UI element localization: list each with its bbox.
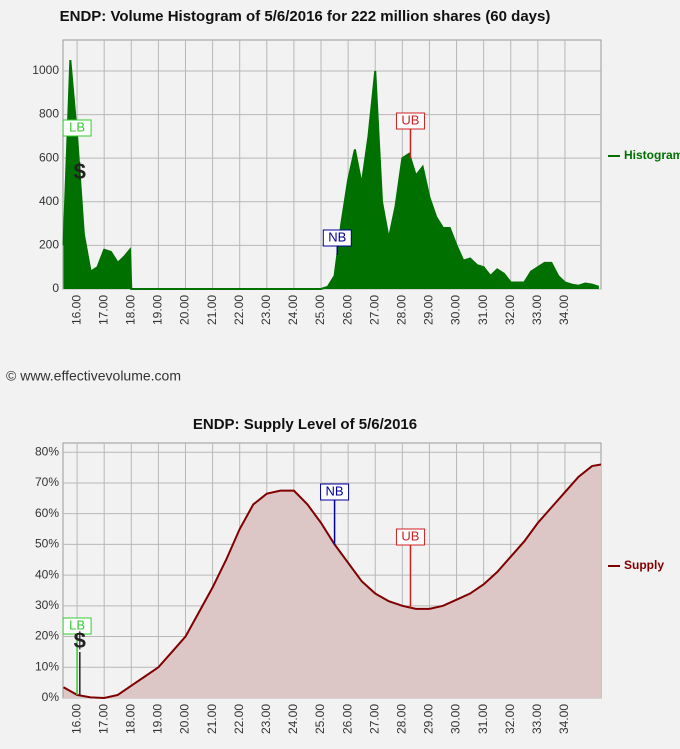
y-tick-label: 400 bbox=[39, 194, 59, 208]
marker-label: NB bbox=[328, 229, 346, 244]
series-line bbox=[63, 463, 602, 700]
x-tick-label: 22.00 bbox=[232, 295, 246, 325]
legend-label: Supply bbox=[624, 558, 664, 572]
x-tick-label: 31.00 bbox=[476, 295, 490, 325]
x-tick-label: 34.00 bbox=[557, 704, 571, 734]
y-tick-label: 600 bbox=[39, 150, 59, 164]
x-tick-label: 30.00 bbox=[449, 704, 463, 734]
copyright: © www.effectivevolume.com bbox=[6, 368, 181, 384]
x-tick-label: 21.00 bbox=[205, 704, 219, 734]
y-tick-label: 1000 bbox=[32, 63, 59, 77]
y-tick-label: 20% bbox=[35, 629, 59, 643]
marker-box bbox=[62, 119, 92, 137]
x-tick-label: 17.00 bbox=[96, 704, 110, 734]
marker-box bbox=[320, 483, 350, 501]
x-tick-label: 32.00 bbox=[503, 295, 517, 325]
x-tick-label: 21.00 bbox=[205, 295, 219, 325]
marker-label: NB bbox=[326, 483, 344, 498]
y-tick-label: 0 bbox=[52, 281, 59, 295]
marker-label: LB bbox=[69, 617, 85, 632]
y-tick-label: 10% bbox=[35, 659, 59, 673]
area-fill bbox=[63, 464, 602, 698]
legend-label: Histogram bbox=[624, 148, 680, 162]
x-tick-label: 24.00 bbox=[286, 295, 300, 325]
x-tick-label: 25.00 bbox=[313, 704, 327, 734]
marker-box bbox=[395, 112, 425, 130]
x-tick-label: 33.00 bbox=[530, 704, 544, 734]
series-line bbox=[62, 59, 600, 290]
x-tick-label: 33.00 bbox=[530, 295, 544, 325]
x-tick-label: 34.00 bbox=[557, 295, 571, 325]
x-tick-label: 27.00 bbox=[367, 704, 381, 734]
marker-box bbox=[62, 617, 92, 635]
marker-label: $ bbox=[74, 159, 86, 184]
x-tick-label: 31.00 bbox=[476, 704, 490, 734]
x-tick-label: 24.00 bbox=[286, 704, 300, 734]
y-tick-label: 50% bbox=[35, 537, 59, 551]
marker-box bbox=[395, 528, 425, 546]
x-tick-label: 29.00 bbox=[422, 295, 436, 325]
x-tick-label: 23.00 bbox=[259, 704, 273, 734]
y-tick-label: 30% bbox=[35, 598, 59, 612]
x-tick-label: 23.00 bbox=[259, 295, 273, 325]
x-tick-label: 27.00 bbox=[367, 295, 381, 325]
marker-label: LB bbox=[69, 119, 85, 134]
x-tick-label: 19.00 bbox=[151, 295, 165, 325]
y-tick-label: 0% bbox=[42, 690, 60, 704]
x-tick-label: 28.00 bbox=[395, 704, 409, 734]
y-tick-label: 200 bbox=[39, 238, 59, 252]
y-tick-label: 80% bbox=[35, 444, 59, 458]
x-tick-label: 16.00 bbox=[69, 295, 83, 325]
x-tick-label: 17.00 bbox=[96, 295, 110, 325]
area-fill bbox=[63, 60, 599, 290]
y-tick-label: 70% bbox=[35, 475, 59, 489]
x-tick-label: 20.00 bbox=[178, 704, 192, 734]
x-tick-label: 18.00 bbox=[123, 704, 137, 734]
marker-label: $ bbox=[74, 628, 86, 653]
x-tick-label: 22.00 bbox=[232, 704, 246, 734]
x-tick-label: 26.00 bbox=[340, 295, 354, 325]
x-tick-label: 26.00 bbox=[340, 704, 354, 734]
x-tick-label: 18.00 bbox=[123, 295, 137, 325]
y-tick-label: 40% bbox=[35, 567, 59, 581]
x-tick-label: 19.00 bbox=[151, 704, 165, 734]
chart-title: ENDP: Supply Level of 5/6/2016 bbox=[193, 416, 417, 433]
x-tick-label: 25.00 bbox=[313, 295, 327, 325]
x-tick-label: 32.00 bbox=[503, 704, 517, 734]
marker-label: UB bbox=[401, 112, 419, 127]
marker-label: UB bbox=[401, 528, 419, 543]
marker-box bbox=[322, 229, 352, 247]
y-tick-label: 60% bbox=[35, 506, 59, 520]
x-tick-label: 30.00 bbox=[449, 295, 463, 325]
plot-area bbox=[62, 39, 602, 290]
x-tick-label: 16.00 bbox=[69, 704, 83, 734]
x-tick-label: 20.00 bbox=[178, 295, 192, 325]
chart-title: ENDP: Volume Histogram of 5/6/2016 for 2… bbox=[60, 8, 551, 25]
y-tick-label: 800 bbox=[39, 107, 59, 121]
x-tick-label: 29.00 bbox=[422, 704, 436, 734]
x-tick-label: 28.00 bbox=[395, 295, 409, 325]
